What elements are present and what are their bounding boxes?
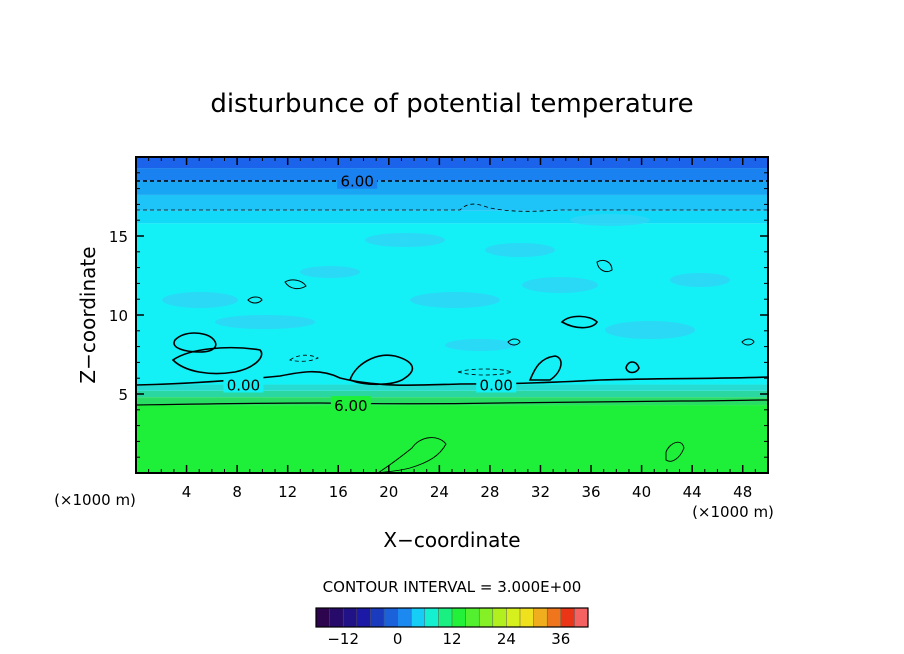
y-axis-ticks: 5 10 15 — [109, 172, 768, 458]
x-tick-label: 8 — [232, 483, 242, 501]
field-patches — [162, 214, 730, 351]
contour-label: 0.00 — [227, 377, 260, 395]
colorbar-tick-label: 12 — [442, 630, 461, 648]
contour-dashed-low — [289, 354, 319, 362]
contour-label-bg — [330, 396, 371, 414]
colorbar-cell — [506, 608, 521, 627]
contour-blob — [171, 346, 263, 375]
contour-interval-text: CONTOUR INTERVAL = 3.000E+00 — [323, 578, 582, 596]
color-band — [136, 390, 768, 398]
contour-blob — [507, 338, 521, 346]
color-band — [136, 157, 768, 169]
color-band — [136, 384, 768, 391]
contour-blob — [665, 441, 685, 462]
contour-dashed-upper — [136, 203, 768, 212]
contour-label-bg — [223, 375, 264, 393]
contour-label: 0.00 — [480, 377, 513, 395]
contour-blob — [560, 315, 598, 329]
y-tick-label: 10 — [109, 307, 128, 325]
colorbar-cell — [452, 608, 467, 627]
contour-blob — [528, 355, 562, 381]
x-axis-ticks: 4 8 12 16 20 24 28 32 36 40 44 48 — [148, 157, 756, 501]
colorbar-cell — [329, 608, 344, 627]
x-tick-label: 48 — [733, 483, 752, 501]
colorbar-cell — [465, 608, 480, 627]
contour-dashed-low — [456, 368, 514, 376]
colorbar-cell — [560, 608, 575, 627]
colorbar-cell — [479, 608, 494, 627]
chart-title: disturbunce of potential temperature — [210, 89, 693, 119]
x-tick-label: 4 — [182, 483, 192, 501]
color-bands — [136, 157, 768, 473]
contour-blob — [284, 279, 307, 290]
contour-labels: 6.00 0.00 0.00 6.00 — [223, 171, 517, 415]
x-tick-label: 40 — [632, 483, 651, 501]
colorbar-cell — [370, 608, 385, 627]
contour-blob — [741, 338, 755, 346]
y-axis-label: Z−coordinate — [76, 246, 100, 383]
x-tick-label: 20 — [379, 483, 398, 501]
x-tick-label: 36 — [581, 483, 600, 501]
colorbar-cell — [547, 608, 562, 627]
x-tick-label: 44 — [683, 483, 702, 501]
colorbar-frame — [315, 607, 589, 628]
contour-six-line — [136, 399, 768, 406]
x-tick-label: 12 — [278, 483, 297, 501]
colorbar-cell — [574, 608, 589, 627]
color-band — [136, 397, 768, 406]
colorbar-cell — [356, 608, 371, 627]
colorbar-cell — [316, 608, 331, 627]
x-tick-label: 32 — [531, 483, 550, 501]
plot-area: 6.00 0.00 0.00 6.00 — [136, 157, 768, 473]
x-axis-unit-left: (×1000 m) — [54, 491, 136, 509]
colorbar-cell — [533, 608, 548, 627]
contour-label-bg — [476, 375, 517, 393]
contour-blob — [349, 354, 414, 386]
contour-label: 6.00 — [334, 397, 367, 415]
colorbar-cell — [424, 608, 439, 627]
x-tick-label: 28 — [480, 483, 499, 501]
dashed-contours — [136, 180, 768, 376]
colorbar: −12 0 12 24 36 — [315, 607, 589, 648]
colorbar-tick-label: −12 — [327, 630, 359, 648]
y-tick-label: 5 — [118, 386, 128, 404]
color-band — [136, 194, 768, 211]
colorbar-cell — [492, 608, 507, 627]
colorbar-cell — [384, 608, 399, 627]
color-band — [136, 405, 768, 473]
color-band — [136, 168, 768, 181]
color-band — [136, 210, 768, 224]
colorbar-cell — [520, 608, 535, 627]
contour-label: 6.00 — [340, 173, 373, 191]
colorbar-cell — [411, 608, 426, 627]
x-tick-label: 16 — [329, 483, 348, 501]
x-tick-label: 24 — [430, 483, 449, 501]
colorbar-tick-label: 0 — [393, 630, 403, 648]
x-axis-label: X−coordinate — [383, 528, 520, 552]
y-tick-label: 15 — [109, 228, 128, 246]
contour-blob — [625, 361, 640, 374]
color-band — [136, 180, 768, 195]
x-axis-unit-right: (×1000 m) — [692, 503, 774, 521]
colorbar-cell — [397, 608, 412, 627]
colorbar-cell — [438, 608, 453, 627]
colorbar-tick-label: 36 — [551, 630, 570, 648]
contour-label-bg — [337, 171, 378, 189]
colorbar-cell — [343, 608, 358, 627]
contour-blob — [596, 259, 613, 273]
colorbar-tick-label: 24 — [497, 630, 516, 648]
contour-blob — [247, 296, 263, 304]
